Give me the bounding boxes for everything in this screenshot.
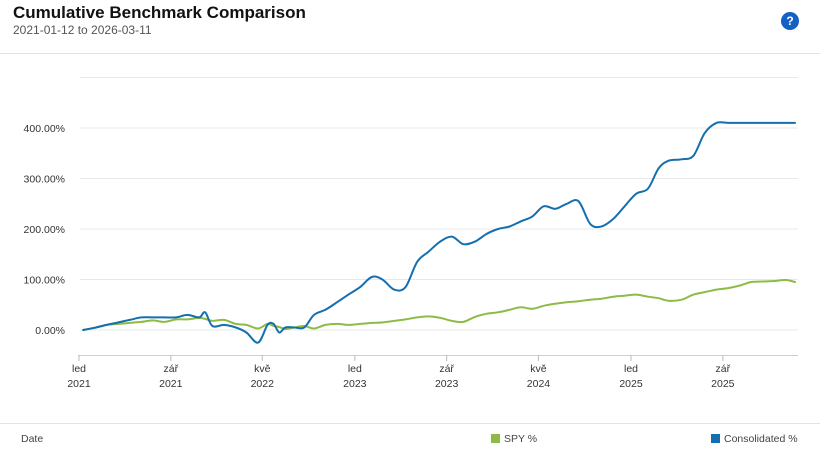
x-tick-label-month: zář	[164, 363, 179, 375]
date-range-subtitle: 2021-01-12 to 2026-03-11	[13, 23, 152, 37]
legend-label-spy: SPY %	[504, 433, 538, 445]
series-lines	[82, 121, 796, 344]
x-tick-label-month: led	[72, 363, 86, 375]
series-line-consolidated	[82, 121, 796, 344]
x-tick-label-year: 2021	[159, 378, 183, 390]
legend-swatch-consolidated	[711, 434, 720, 443]
legend-swatch-spy	[491, 434, 500, 443]
x-tick-label-month: zář	[716, 363, 731, 375]
x-tick-label-year: 2022	[251, 378, 275, 390]
benchmark-line-chart: 0.00% 100.00% 200.00% 300.00% 400.00% led 202…	[24, 77, 798, 390]
legend-item-consolidated[interactable]: Consolidated %	[711, 433, 798, 445]
x-tick-label-year: 2023	[435, 378, 459, 390]
y-tick-label: 400.00%	[24, 123, 65, 135]
x-tick-label-year: 2025	[619, 378, 643, 390]
chart-title: Cumulative Benchmark Comparison	[13, 3, 306, 22]
x-tick-label-month: kvě	[530, 363, 547, 375]
chart-header: Cumulative Benchmark Comparison 2021-01-…	[0, 0, 820, 54]
y-tick-label: 200.00%	[24, 224, 65, 236]
x-tick-label-year: 2025	[711, 378, 735, 390]
help-icon[interactable]: ?	[781, 12, 799, 30]
y-tick-label: 0.00%	[35, 325, 65, 337]
x-tick-label-month: led	[348, 363, 362, 375]
series-line-spy	[82, 278, 796, 331]
x-tick-label-month: kvě	[254, 363, 271, 375]
chart-footer: Date SPY % Consolidated %	[0, 423, 820, 455]
x-tick-label-month: led	[624, 363, 638, 375]
legend-item-spy[interactable]: SPY %	[491, 433, 537, 445]
y-tick-label: 100.00%	[24, 275, 65, 287]
x-tick-label-year: 2023	[343, 378, 367, 390]
grid-lines	[80, 77, 798, 331]
y-tick-label: 300.00%	[24, 174, 65, 186]
x-tick-label-month: zář	[439, 363, 454, 375]
y-axis-labels: 0.00% 100.00% 200.00% 300.00% 400.00%	[24, 123, 65, 337]
x-axis: led 2021 zář 2021 kvě 2022 led 2023 zář 2023 kvě 20…	[67, 355, 798, 390]
footer-date-label: Date	[21, 433, 44, 445]
x-tick-label-year: 2024	[527, 378, 551, 390]
x-tick-label-year: 2021	[67, 378, 91, 390]
legend-label-consolidated: Consolidated %	[724, 433, 798, 445]
